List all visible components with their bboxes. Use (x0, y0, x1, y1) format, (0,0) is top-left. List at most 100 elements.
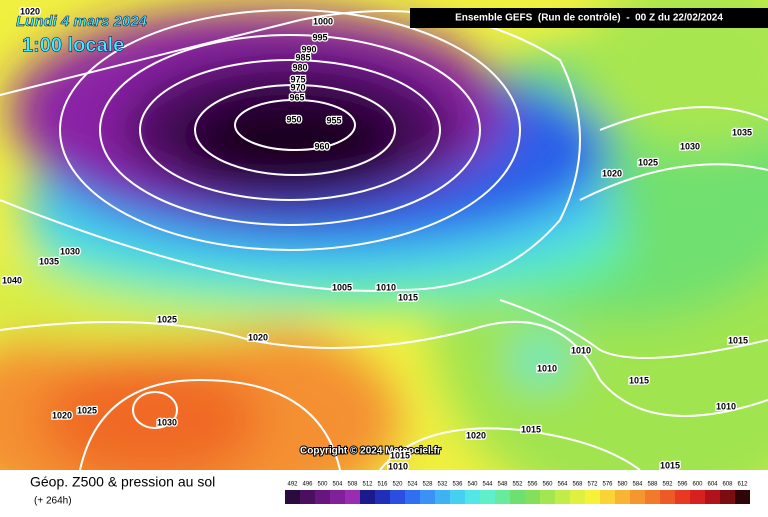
isobar-label: 1025 (157, 314, 177, 324)
scale-label: 548 (497, 482, 508, 488)
scale-label: 528 (422, 482, 433, 488)
isobar-label: 1020 (52, 410, 72, 420)
scale-swatch (660, 490, 675, 504)
scale-label: 492 (287, 482, 298, 488)
footer-title: Géop. Z500 & pression au sol (30, 474, 215, 490)
scale-swatch (360, 490, 375, 504)
scale-label: 524 (407, 482, 418, 488)
scale-swatch (675, 490, 690, 504)
scale-swatch (600, 490, 615, 504)
color-scale: 492 496 500 504 508 512 516 520 524 528 532 536 540 5… (285, 482, 750, 504)
scale-swatch (525, 490, 540, 504)
scale-swatch (330, 490, 345, 504)
isobar-label: 1015 (398, 292, 418, 302)
scale-label: 600 (692, 482, 703, 488)
isobar-label: 1025 (638, 157, 658, 167)
footer-lead: (+ 264h) (34, 496, 72, 507)
scale-label: 592 (662, 482, 673, 488)
isobar-lines (0, 9, 768, 470)
run-label: Ensemble GEFS (Run de contrôle) - 00 Z d… (455, 13, 723, 24)
scale-label: 612 (737, 482, 748, 488)
isobar-label: 965 (289, 92, 304, 102)
scale-label: 572 (587, 482, 598, 488)
isobar-label: 995 (312, 32, 327, 42)
scale-label: 560 (542, 482, 553, 488)
scale-swatch (555, 490, 570, 504)
scale-label: 508 (347, 482, 358, 488)
isobar-label: 980 (292, 62, 307, 72)
isobar-label: 990 (301, 44, 316, 54)
scale-label: 512 (362, 482, 373, 488)
scale-label: 588 (647, 482, 658, 488)
scale-swatch (615, 490, 630, 504)
isobar-label: 950 (286, 114, 301, 124)
isobar-label: 1000 (313, 16, 333, 26)
time-label: 1:00 locale (22, 34, 124, 56)
scale-label: 516 (377, 482, 388, 488)
scale-swatch (315, 490, 330, 504)
scale-label: 568 (572, 482, 583, 488)
scale-swatch (390, 490, 405, 504)
isobar-label: 1020 (20, 6, 40, 16)
isobar-label: 1010 (571, 345, 591, 355)
scale-swatch (300, 490, 315, 504)
isobar-label: 1015 (390, 450, 410, 460)
isobar-label: 1035 (732, 127, 752, 137)
run-banner (410, 8, 768, 28)
scale-swatch (345, 490, 360, 504)
isobar-label: 1020 (602, 168, 622, 178)
isobar-label: 1020 (466, 430, 486, 440)
scale-label: 520 (392, 482, 403, 488)
scale-swatch (705, 490, 720, 504)
isobar-label: 970 (290, 82, 305, 92)
isobar-label: 960 (314, 141, 329, 151)
isobar-label: 1015 (521, 424, 541, 434)
scale-swatch (720, 490, 735, 504)
isobar-label: 1010 (537, 363, 557, 373)
scale-label: 596 (677, 482, 688, 488)
scale-label: 556 (527, 482, 538, 488)
isobar-label: 1010 (716, 401, 736, 411)
isobar-label: 1020 (248, 332, 268, 342)
isobar-label: 1025 (77, 405, 97, 415)
scale-swatch (510, 490, 525, 504)
scale-swatch (540, 490, 555, 504)
scale-label: 496 (302, 482, 313, 488)
isobar-label: 985 (295, 52, 310, 62)
scale-label: 536 (452, 482, 463, 488)
scale-swatch (375, 490, 390, 504)
scale-label: 576 (602, 482, 613, 488)
isobar-label: 1005 (332, 282, 352, 292)
scale-swatch (435, 490, 450, 504)
scale-label: 552 (512, 482, 523, 488)
scale-label: 500 (317, 482, 328, 488)
copyright: Copyright © 2024 Meteociel.fr (300, 446, 441, 457)
scale-swatch (465, 490, 480, 504)
isobar-label: 1040 (2, 275, 22, 285)
isobar-label: 1030 (157, 417, 177, 427)
scale-swatch (735, 490, 750, 504)
scale-label: 580 (617, 482, 628, 488)
scale-label: 544 (482, 482, 493, 488)
scale-swatch (495, 490, 510, 504)
isobar-label: 975 (290, 74, 305, 84)
scale-swatch (570, 490, 585, 504)
scale-label: 540 (467, 482, 478, 488)
scale-swatch (285, 490, 300, 504)
scale-swatch (645, 490, 660, 504)
isobar-label: 1010 (388, 461, 408, 471)
scale-swatch (405, 490, 420, 504)
isobar-label: 1015 (629, 375, 649, 385)
isobar-label: 1015 (660, 460, 680, 470)
scale-label: 604 (707, 482, 718, 488)
scale-swatch (420, 490, 435, 504)
scale-swatch (450, 490, 465, 504)
isobar-label: 1010 (376, 282, 396, 292)
scale-label: 532 (437, 482, 448, 488)
isobar-label: 1035 (39, 256, 59, 266)
date-label: Lundi 4 mars 2024 (16, 13, 148, 30)
isobar-label: 1015 (728, 335, 748, 345)
